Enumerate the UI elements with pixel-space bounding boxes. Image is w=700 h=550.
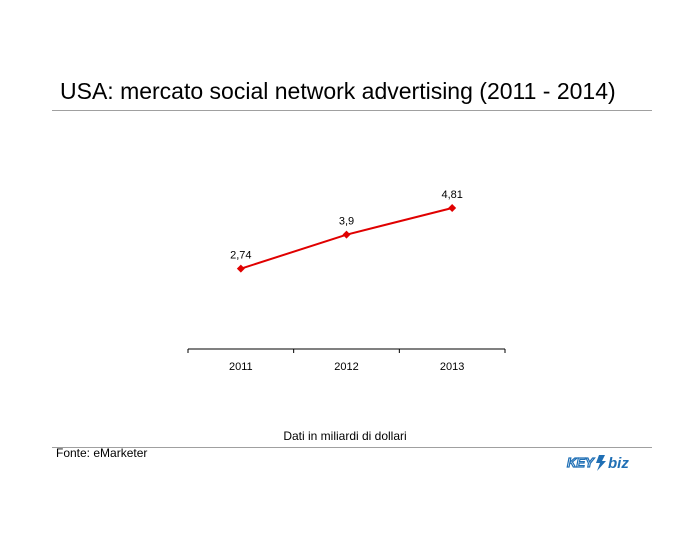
unit-caption: Dati in miliardi di dollari [283,429,407,443]
key4biz-logo: KEY biz [566,454,629,472]
footer-divider [52,447,652,448]
data-label: 4,81 [441,189,462,201]
chart-title: USA: mercato social network advertising … [60,78,616,104]
data-label: 2,74 [230,250,251,262]
svg-text:biz: biz [608,455,629,472]
svg-text:KEY: KEY [567,455,595,470]
source-note: Fonte: eMarketer [56,446,148,460]
data-point [342,230,351,239]
data-point [236,264,245,273]
x-tick-label: 2012 [334,361,358,373]
data-point [448,204,457,212]
x-tick-label: 2013 [440,361,464,373]
x-tick-label: 2011 [229,361,253,373]
data-label: 3,9 [339,216,354,228]
title-divider [52,110,652,111]
